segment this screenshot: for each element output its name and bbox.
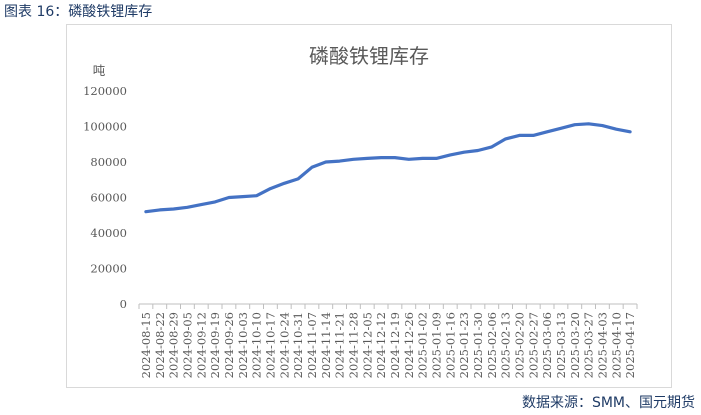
- x-tick-label: 2024-08-22: [153, 312, 167, 378]
- x-tick-label: 2024-11-28: [346, 312, 360, 378]
- series-line: [144, 122, 632, 214]
- y-tick-label: 0: [120, 297, 127, 311]
- x-tick-label: 2025-03-06: [540, 312, 554, 378]
- y-axis: 0 20000 40000 60000 80000 100000 120000: [83, 84, 127, 311]
- x-tick-label: 2024-11-14: [319, 312, 333, 378]
- x-tick-label: 2024-12-26: [402, 312, 416, 378]
- x-tick-label: 2024-09-12: [194, 312, 208, 378]
- x-tick-label: 2025-01-02: [416, 312, 430, 378]
- y-tick-label: 120000: [83, 84, 127, 98]
- x-tick-label: 2024-12-05: [360, 312, 374, 378]
- y-tick-label: 80000: [90, 155, 127, 169]
- x-tick-label: 2024-10-10: [250, 312, 264, 378]
- chart-title: 磷酸铁锂库存: [309, 44, 429, 68]
- x-tick-label: 2025-03-20: [568, 312, 582, 378]
- x-tick-label: 2024-08-15: [139, 312, 153, 378]
- y-axis-unit-label: 吨: [93, 63, 106, 78]
- y-tick-label: 100000: [83, 120, 127, 134]
- x-tick-label: 2025-01-23: [457, 312, 471, 378]
- line-chart: 磷酸铁锂库存 吨 0 20000 40000 60000 80000 100000 1200…: [83, 44, 638, 378]
- x-tick-label: 2024-10-17: [263, 312, 277, 378]
- x-tick-label: 2024-09-19: [208, 312, 222, 378]
- x-tick-label: 2025-01-16: [443, 312, 457, 378]
- x-tick-label: 2025-04-10: [609, 312, 623, 378]
- x-tick-label: 2024-08-29: [167, 312, 181, 378]
- x-tick-label: 2024-12-12: [374, 312, 388, 378]
- x-tick-label: 2025-01-09: [429, 312, 443, 378]
- x-tick-label: 2024-10-03: [236, 312, 250, 378]
- chart-area: 磷酸铁锂库存 吨 0 20000 40000 60000 80000 100000 1200…: [66, 24, 672, 388]
- x-tick-label: 2025-04-03: [595, 312, 609, 378]
- x-tick-label: 2024-12-19: [388, 312, 402, 378]
- x-tick-label: 2025-02-13: [499, 312, 513, 378]
- x-tick-label: 2025-02-20: [512, 312, 526, 378]
- x-tick-label: 2025-01-30: [471, 312, 485, 378]
- x-tick-label: 2025-03-27: [582, 312, 596, 378]
- x-tick-label: 2025-04-17: [623, 312, 637, 378]
- x-tick-label: 2024-10-24: [277, 312, 291, 378]
- y-tick-label: 40000: [90, 226, 127, 240]
- data-source-note: 数据来源：SMM、国元期货: [521, 395, 695, 411]
- figure-caption: 图表 16：磷酸铁锂库存: [4, 4, 153, 20]
- x-tick-label: 2025-02-27: [526, 312, 540, 378]
- x-tick-label: 2024-11-07: [305, 312, 319, 378]
- series-layer: [144, 122, 632, 214]
- y-tick-label: 60000: [90, 191, 127, 205]
- x-axis: 2024-08-15 2024-08-22 2024-08-29 2024-09-05…: [138, 303, 638, 378]
- x-tick-label: 2024-11-21: [333, 312, 347, 378]
- x-tick-label: 2025-02-06: [485, 312, 499, 378]
- x-tick-label: 2024-10-31: [291, 312, 305, 378]
- x-tick-label: 2024-09-05: [180, 312, 194, 378]
- x-tick-label: 2024-09-26: [222, 312, 236, 378]
- x-tick-label: 2025-03-13: [554, 312, 568, 378]
- y-tick-label: 20000: [90, 262, 127, 276]
